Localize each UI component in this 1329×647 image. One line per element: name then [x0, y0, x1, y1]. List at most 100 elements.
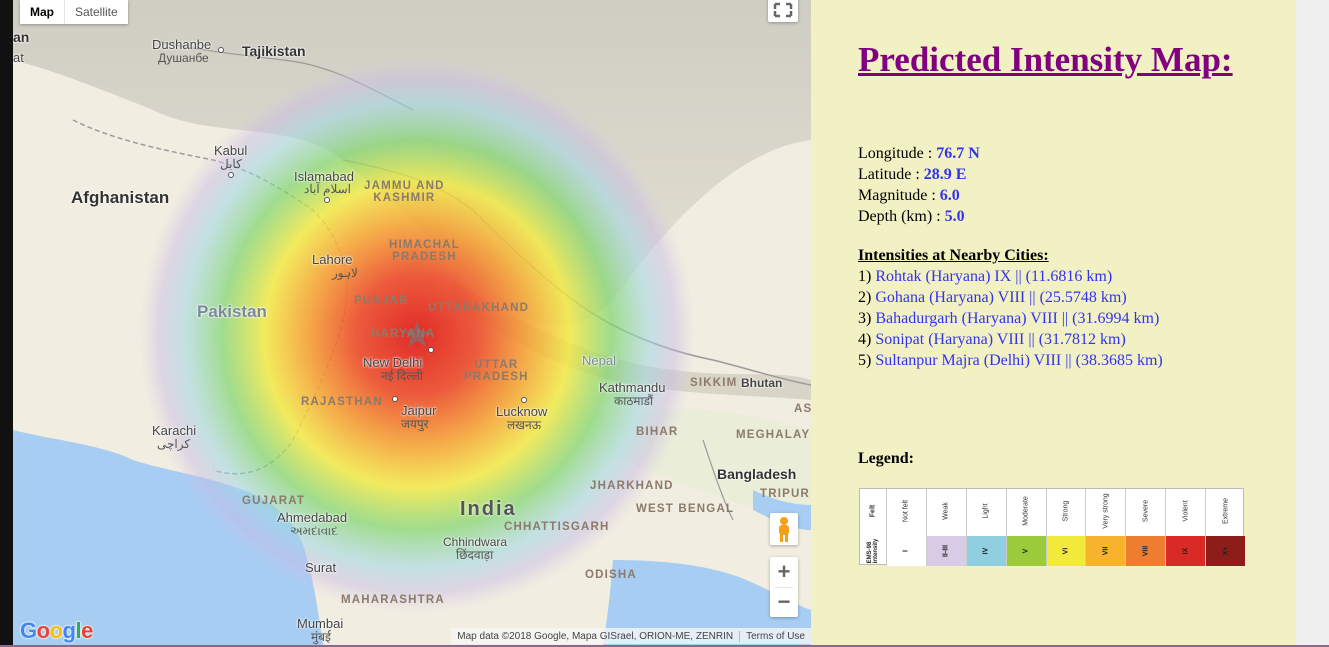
label-uttarakhand: UTTARAKHAND: [428, 302, 530, 314]
label-india: India: [460, 498, 517, 520]
zoom-in-button[interactable]: +: [777, 559, 791, 584]
label-kathmandu: Kathmandu: [599, 380, 666, 395]
label-uttar-pradesh: UTTAR PRADESH: [464, 359, 529, 383]
magnitude-row: Magnitude : 6.0: [858, 187, 960, 205]
legend-felt-label: Light: [982, 503, 990, 519]
legend-title: Legend:: [858, 450, 914, 467]
label-jaipur-native: जयपुर: [401, 417, 429, 431]
legend-column: Weak II-III: [925, 489, 966, 566]
label-lahore-native: لاہور: [332, 266, 358, 280]
label-jharkhand: JHARKHAND: [590, 480, 674, 492]
label-islamabad-native: اسلام آباد: [304, 182, 351, 196]
label-mumbai-native: मुंबई: [311, 630, 331, 644]
label-west-bengal: WEST BENGAL: [636, 503, 735, 515]
legend-intensity-label: X+: [1222, 546, 1230, 556]
label-pakistan: Pakistan: [197, 302, 267, 321]
depth-value: 5.0: [944, 208, 965, 225]
label-kathmandu-native: काठमाडौं: [614, 394, 654, 408]
info-panel: Predicted Intensity Map: Longitude : 76.…: [811, 0, 1296, 645]
city-number: 2): [858, 289, 872, 306]
label-jammu-kashmir: JAMMU AND KASHMIR: [364, 180, 445, 204]
depth-label: Depth (km) :: [858, 208, 941, 225]
city-intensity: Sonipat (Haryana) VIII || (31.7812 km): [875, 331, 1126, 348]
city-dot-dushanbe: [218, 47, 224, 53]
map-base: [13, 0, 811, 645]
label-dushanbe: Dushanbe: [152, 37, 212, 52]
city-number: 1): [858, 268, 872, 285]
legend-intensity-label: II-III: [942, 544, 950, 558]
legend-column: Violent IX: [1165, 489, 1206, 566]
nearby-cities-title: Intensities at Nearby Cities:: [858, 247, 1049, 264]
nearby-city-row: 3) Bahadurgarh (Haryana) VIII || (31.699…: [858, 310, 1159, 328]
legend-intensity-label: I: [902, 550, 910, 552]
nearby-city-row: 1) Rohtak (Haryana) IX || (11.6816 km): [858, 268, 1112, 286]
city-number: 4): [858, 331, 872, 348]
legend-felt-label: Strong: [1062, 500, 1070, 522]
city-intensity: Bahadurgarh (Haryana) VIII || (31.6994 k…: [875, 310, 1160, 327]
intensity-legend: Felt EMS-98 intensity Not felt I Weak II-II…: [859, 488, 1245, 566]
terms-of-use-link[interactable]: Terms of Use: [739, 630, 811, 642]
legend-felt-label: Weak: [942, 502, 950, 520]
map-view[interactable]: Afghanistan Pakistan India Tajikistan Ba…: [13, 0, 811, 645]
label-meghalaya: MEGHALAY: [736, 429, 811, 441]
city-dot-islamabad: [324, 197, 330, 203]
google-logo-g2: g: [62, 618, 76, 643]
label-odisha: ODISHA: [585, 569, 637, 581]
legend-color-swatch: [926, 536, 966, 566]
zoom-divider: [775, 587, 793, 588]
longitude-value: 76.7 N: [936, 145, 980, 162]
legend-intensity-label: VIII: [1142, 545, 1150, 557]
longitude-label: Longitude :: [858, 145, 933, 162]
left-border: [0, 0, 13, 645]
google-logo-o2: o: [49, 618, 63, 643]
label-lucknow: Lucknow: [496, 404, 548, 419]
legend-column: Light IV: [965, 489, 1006, 566]
google-logo[interactable]: Google: [20, 618, 93, 644]
city-intensity: Rohtak (Haryana) IX || (11.6816 km): [875, 268, 1113, 285]
fullscreen-button[interactable]: [768, 0, 798, 22]
label-chhindwara-native: छिंदवाड़ा: [456, 548, 494, 562]
legend-intensity-label: V: [1022, 548, 1030, 554]
page-scroll-area: [1296, 0, 1329, 645]
city-dot-jaipur: [392, 396, 398, 402]
legend-color-swatch: [1086, 536, 1126, 566]
label-ahmedabad-native: અમદાવાદ: [290, 524, 338, 538]
legend-felt-label: Severe: [1142, 499, 1150, 523]
nearby-city-row: 4) Sonipat (Haryana) VIII || (31.7812 km…: [858, 331, 1126, 349]
label-jaipur: Jaipur: [401, 403, 437, 418]
label-dushanbe-native: Душанбе: [158, 51, 209, 65]
legend-header-felt: Felt: [869, 504, 877, 518]
google-logo-l: l: [75, 618, 82, 643]
street-view-pegman[interactable]: [770, 513, 798, 545]
legend-intensity-label: VI: [1062, 547, 1070, 555]
google-logo-e: e: [81, 618, 93, 643]
label-sikkim: SIKKIM: [690, 377, 738, 389]
city-intensity: Gohana (Haryana) VIII || (25.5748 km): [875, 289, 1127, 306]
zoom-out-button[interactable]: −: [777, 589, 791, 614]
label-kabul: Kabul: [214, 143, 248, 158]
legend-felt-label: Moderate: [1022, 496, 1030, 526]
city-intensity: Sultanpur Majra (Delhi) VIII || (38.3685…: [875, 352, 1163, 369]
pegman-icon: [779, 517, 789, 542]
legend-intensity-label: IX: [1182, 547, 1190, 555]
label-chhindwara: Chhindwara: [443, 535, 508, 549]
nearby-city-row: 5) Sultanpur Majra (Delhi) VIII || (38.3…: [858, 352, 1163, 370]
fullscreen-icon: [773, 2, 793, 18]
city-dot-kabul: [228, 172, 234, 178]
legend-column: Not felt I: [886, 489, 926, 566]
label-gujarat: GUJARAT: [242, 495, 306, 507]
label-bangladesh: Bangladesh: [717, 466, 797, 482]
legend-color-swatch: [1046, 536, 1086, 566]
legend-header-scale: EMS-98 intensity: [867, 538, 879, 564]
magnitude-label: Magnitude :: [858, 187, 936, 204]
label-haryana: HARYANA: [371, 328, 436, 340]
map-type-satellite-button[interactable]: Satellite: [64, 0, 128, 24]
legend-color-swatch: [887, 536, 926, 566]
map-attribution: Map data ©2018 Google, Mapa GISrael, ORI…: [451, 628, 811, 644]
map-type-map-button[interactable]: Map: [30, 5, 54, 19]
latitude-label: Latitude :: [858, 166, 920, 183]
nearby-city-row: 2) Gohana (Haryana) VIII || (25.5748 km): [858, 289, 1127, 307]
latitude-row: Latitude : 28.9 E: [858, 166, 966, 184]
legend-felt-label: Very strong: [1102, 493, 1110, 529]
label-partial-left-1: an: [13, 29, 30, 45]
